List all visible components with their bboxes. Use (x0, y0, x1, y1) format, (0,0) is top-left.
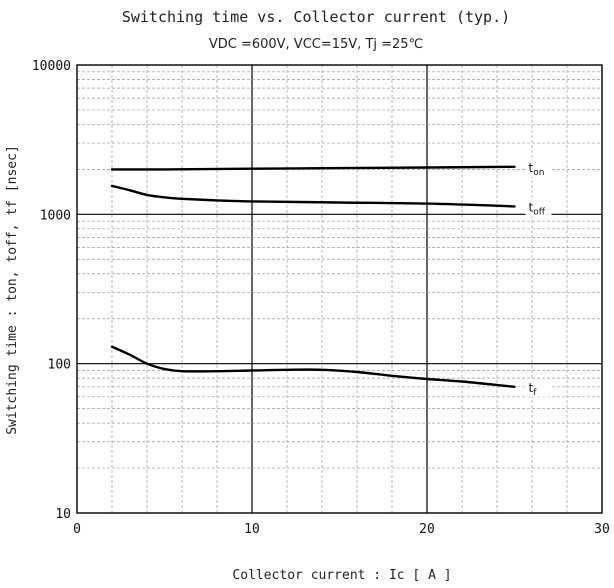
series-label-ton: ton (529, 161, 545, 178)
series-line-ton (110, 165, 516, 171)
series-labels: ton toff tf (525, 158, 552, 398)
x-tick-labels: 0 10 20 30 (73, 522, 610, 537)
plot-frame (76, 64, 603, 514)
series-group (110, 165, 516, 388)
y-tick-label: 1000 (40, 208, 71, 223)
y-tick-label: 10 (55, 507, 71, 522)
series-label-bg (525, 198, 552, 217)
x-tick-label: 0 (73, 522, 81, 537)
series-label-bg (525, 378, 552, 397)
y-tick-label: 10000 (32, 59, 71, 74)
series-label-tf: tf (529, 381, 538, 398)
x-tick-label: 30 (594, 522, 610, 537)
x-tick-label: 20 (419, 522, 435, 537)
chart-title: Switching time vs. Collector current (ty… (122, 8, 510, 26)
series-line-toff (110, 184, 516, 208)
x-axis-title: Collector current : Ic [ A ] (232, 568, 451, 583)
series-label-toff: toff (529, 200, 546, 217)
chart-subtitle: VDC =600V, VCC=15V, Tj =25℃ (209, 37, 423, 52)
y-tick-label: 100 (48, 358, 71, 373)
series-line-tf (110, 345, 516, 388)
grid (77, 65, 602, 513)
y-axis-title: Switching time : ton, toff, tf [nsec] (5, 145, 20, 435)
series-label-bg (525, 158, 552, 177)
y-tick-labels: 10 100 1000 10000 (32, 59, 71, 522)
x-tick-label: 10 (244, 522, 260, 537)
